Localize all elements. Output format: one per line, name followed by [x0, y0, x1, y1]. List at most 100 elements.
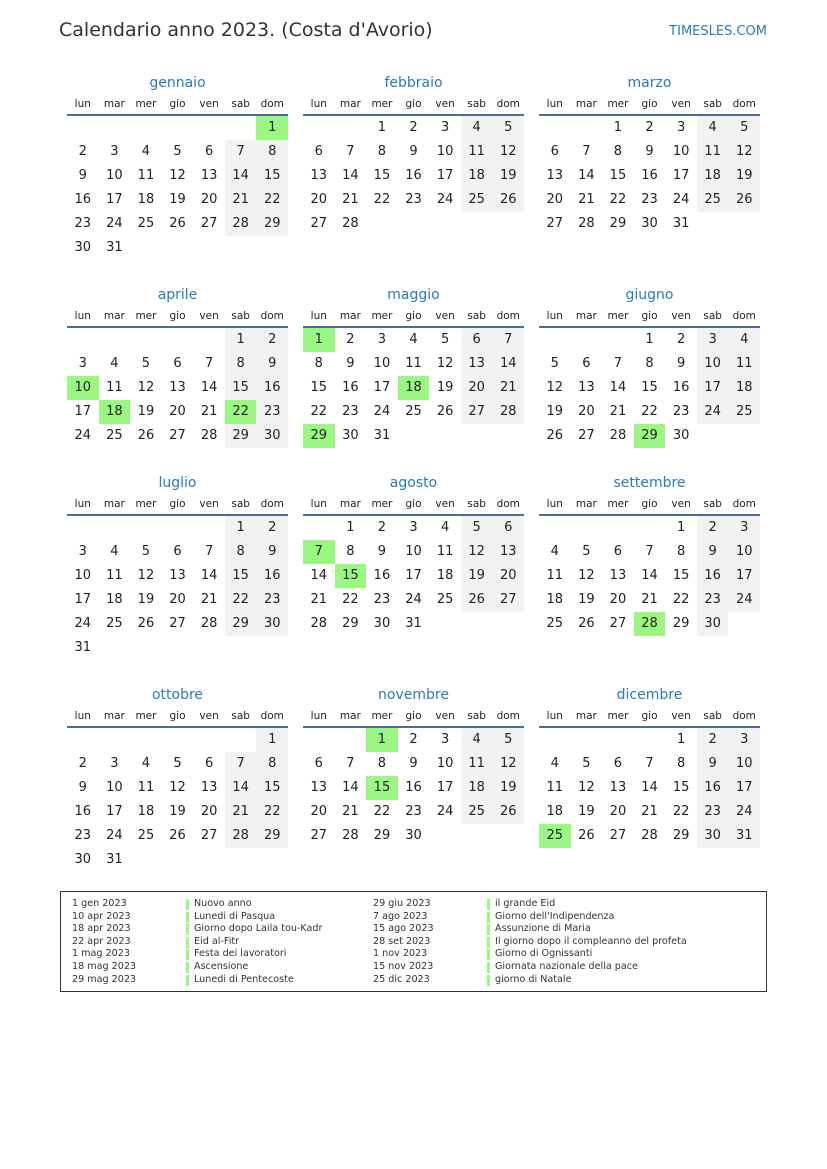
day-cell: 22: [224, 400, 257, 424]
page-title: Calendario anno 2023. (Costa d'Avorio): [59, 19, 433, 41]
weekday-label: sab: [467, 98, 486, 110]
empty-cell: [634, 516, 666, 540]
weekday-label: ven: [435, 310, 455, 322]
empty-cell: [99, 728, 131, 752]
day-cell: 15: [672, 568, 690, 583]
day-cell: 8: [645, 356, 654, 371]
day-cell: 9: [645, 144, 654, 159]
week-row: 16 17 18 19 20 21 22: [67, 800, 289, 824]
day-cell: 29: [256, 212, 289, 236]
day-cell: 27: [169, 616, 186, 631]
month-title: dicembre: [616, 687, 683, 703]
week-row: 10 11 12 13 14 15 16: [67, 564, 289, 588]
day-cell: 27: [609, 828, 627, 843]
day-cell: 25: [137, 828, 155, 843]
day-cell: 28: [578, 216, 595, 231]
week-row: 25 26 27 28 29 30: [539, 612, 760, 636]
day-cell: 14: [342, 168, 359, 183]
day-cell: 8: [256, 752, 289, 776]
day-cell: 24: [436, 192, 454, 207]
week-row: 20 21 22 23 24 25 26: [303, 800, 525, 824]
weekday-label: mar: [339, 710, 361, 722]
day-cell: 14: [492, 352, 525, 376]
day-cell: 11: [405, 356, 422, 371]
day-cell: 29: [224, 612, 257, 636]
day-cell: 17: [405, 568, 422, 583]
day-cell: 16: [74, 192, 92, 207]
day-cell: 22: [224, 588, 257, 612]
day-cell: 10: [106, 168, 123, 183]
day-cell: 25: [436, 592, 454, 607]
month-ottobre: ottobre lun mar mer gio ven sab dom 1 2 3 4 5 6 7 8 9 10 1…: [67, 684, 289, 872]
weekday-label: dom: [260, 98, 284, 110]
empty-cell: [602, 728, 634, 752]
day-cell: 8: [377, 144, 387, 159]
day-cell: 28: [224, 824, 257, 848]
day-cell: 24: [405, 592, 422, 607]
weekday-label: dom: [732, 310, 756, 322]
weekday-label: gio: [169, 98, 186, 110]
day-cell: 22: [672, 592, 690, 607]
week-row: 25 26 27 28 29 30 31: [539, 824, 761, 848]
day-cell: 25: [546, 616, 564, 631]
week-row: 18 19 20 21 22 23 24: [539, 588, 761, 612]
day-cell: 18: [546, 804, 564, 819]
empty-cell: [492, 424, 524, 448]
week-row: 23 24 25 26 27 28 29: [67, 824, 289, 848]
day-cell: 13: [200, 168, 218, 183]
empty-cell: [335, 116, 367, 140]
weekday-label: dom: [260, 710, 284, 722]
day-cell: 24: [436, 804, 454, 819]
day-cell: 23: [74, 828, 92, 843]
day-cell: 2: [696, 516, 729, 540]
day-cell: 6: [173, 356, 182, 371]
day-cell: 28: [200, 616, 218, 631]
brand-link[interactable]: TIMESLES.COM: [669, 24, 767, 39]
day-cell: 23: [373, 592, 391, 607]
week-row: 28 29 30 31: [303, 612, 524, 636]
day-cell: 27: [460, 400, 493, 424]
day-cell: 14: [224, 164, 257, 188]
day-cell: 10: [74, 568, 92, 583]
empty-cell: [571, 516, 603, 540]
day-cell: 2: [78, 756, 87, 771]
weekday-label: sab: [467, 498, 486, 510]
day-cell: 3: [728, 516, 761, 540]
day-cell: 27: [200, 828, 218, 843]
day-cell: 21: [310, 592, 328, 607]
empty-cell: [99, 636, 131, 660]
holiday-marker: [186, 924, 189, 936]
day-cell: 15: [641, 380, 658, 395]
day-cell: 9: [696, 540, 729, 564]
day-cell: 20: [460, 376, 493, 400]
day-cell: 18: [460, 776, 493, 800]
holiday-date: 28 set 2023: [373, 935, 431, 947]
day-cell: 1: [224, 328, 257, 352]
day-cell: 28: [342, 828, 359, 843]
day-cell: 29: [373, 828, 391, 843]
empty-cell: [225, 848, 257, 872]
day-cell: 26: [169, 216, 186, 231]
day-cell: 20: [310, 192, 328, 207]
weekday-label: lun: [310, 98, 327, 110]
holiday-date: 18 apr 2023: [72, 923, 131, 935]
day-cell: 6: [460, 328, 493, 352]
empty-cell: [162, 516, 194, 540]
day-cell: 15: [256, 776, 289, 800]
weekday-label: mer: [135, 710, 157, 722]
empty-cell: [162, 236, 194, 260]
month-title: gennaio: [149, 75, 206, 91]
day-cell: 25: [460, 800, 493, 824]
day-cell: 2: [676, 332, 686, 347]
weekday-label: ven: [199, 498, 219, 510]
day-cell: 19: [578, 592, 595, 607]
weekday-label: sab: [703, 310, 722, 322]
weekday-label: gio: [641, 498, 658, 510]
day-cell: 24: [74, 428, 92, 443]
week-row: 17 18 19 20 21 22 23: [67, 400, 289, 424]
day-cell: 9: [676, 356, 686, 371]
weekday-label: ven: [435, 710, 455, 722]
day-cell: 25: [696, 188, 729, 212]
